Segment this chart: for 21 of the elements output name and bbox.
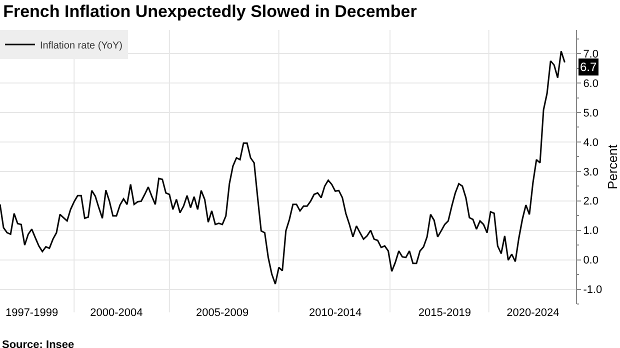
y-tick-label: 2.0 (583, 196, 598, 208)
chart-title: French Inflation Unexpectedly Slowed in December (3, 2, 418, 22)
source-note: Source: Insee (2, 339, 74, 348)
y-tick-label: 0.0 (583, 254, 598, 267)
x-tick-label: 2010-2014 (308, 307, 362, 319)
y-tick-label: -1.0 (583, 284, 602, 296)
y-tick-label: 3.0 (583, 166, 598, 178)
x-tick-label: 2000-2004 (90, 307, 143, 319)
x-tick-label: 2020-2024 (506, 307, 560, 319)
data-label: 6.7 (580, 60, 598, 74)
y-tick-label: 4.0 (583, 136, 598, 149)
y-axis-title: Percent (605, 144, 620, 190)
line-series (0, 50, 566, 285)
y-tick-label: 5.0 (583, 107, 598, 120)
legend-label: Inflation rate (YoY) (40, 40, 122, 52)
y-tick-label: 6.0 (583, 78, 598, 90)
x-tick-label: 2015-2019 (418, 307, 472, 319)
x-tick-label: 1997-1999 (5, 307, 58, 319)
y-tick-label: 7.0 (583, 48, 598, 60)
y-tick-label: 1.0 (583, 225, 598, 238)
x-tick-label: 2005-2009 (196, 307, 249, 319)
